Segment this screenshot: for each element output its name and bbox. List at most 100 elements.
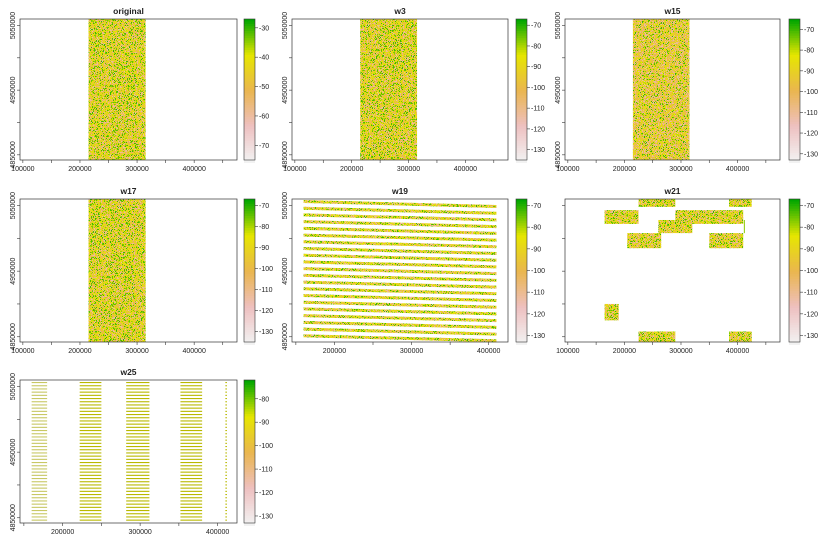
legend-color-step — [244, 38, 255, 42]
legend-color-step — [244, 52, 255, 56]
legend-color-step — [244, 312, 255, 316]
legend-colorbar — [788, 18, 801, 161]
legend-color-step — [244, 42, 255, 46]
raster-dash — [180, 442, 203, 444]
legend-color-step — [244, 438, 255, 442]
legend-color-step — [244, 254, 255, 258]
legend-color-step — [789, 66, 800, 70]
raster-stripe — [303, 220, 497, 229]
legend-color-step — [516, 59, 527, 63]
legend-color-step — [789, 143, 800, 147]
legend-color-step — [244, 26, 255, 30]
x-tick-label: 400000 — [182, 348, 205, 355]
raster-dash — [225, 513, 227, 515]
legend-color-step — [789, 213, 800, 217]
legend-color-step — [789, 281, 800, 285]
x-tick-label: 300000 — [125, 166, 148, 173]
raster-dash — [180, 452, 203, 454]
legend-color-step — [789, 76, 800, 80]
legend-color-step — [789, 235, 800, 239]
legend-color-step — [244, 206, 255, 210]
legend-color-step — [516, 85, 527, 89]
raster-dash — [126, 398, 150, 400]
panel-title: w19 — [391, 186, 408, 196]
raster-dash — [126, 449, 150, 451]
raster-dash — [79, 423, 102, 425]
y-tick-label: 5050000 — [282, 192, 289, 219]
raster-dash — [126, 436, 150, 438]
legend-color-step — [516, 305, 527, 309]
legend-color-step — [789, 315, 800, 319]
legend-color-step — [789, 150, 800, 154]
raster-dash — [225, 510, 227, 512]
legend-color-step — [516, 116, 527, 120]
legend-tick-label: -80 — [804, 225, 814, 232]
raster-dash — [225, 452, 227, 454]
legend-color-step — [244, 33, 255, 37]
raster-dash — [225, 385, 227, 387]
raster-dash — [225, 430, 227, 432]
legend-color-step — [516, 152, 527, 156]
raster-dash — [31, 513, 48, 515]
legend-color-step — [516, 286, 527, 290]
legend-color-step — [244, 102, 255, 106]
raster-block — [709, 233, 744, 249]
raster-dash — [225, 497, 227, 499]
raster-band — [360, 19, 418, 160]
raster-dash — [180, 430, 203, 432]
raster-dash — [225, 439, 227, 441]
legend-color-step — [244, 199, 255, 202]
raster-dash — [31, 458, 48, 460]
legend-color-step — [516, 269, 527, 273]
legend-color-step — [789, 54, 800, 58]
legend-color-step — [516, 33, 527, 37]
legend-color-step — [244, 116, 255, 120]
raster-dash — [126, 471, 150, 473]
legend-color-step — [516, 199, 527, 202]
raster-dash — [180, 487, 203, 489]
legend-color-step — [244, 322, 255, 326]
raster-dash — [180, 500, 203, 502]
raster-dash — [225, 468, 227, 470]
legend-tick-label: -70 — [804, 27, 814, 34]
raster-dash — [126, 414, 150, 416]
legend-color-step — [244, 406, 255, 410]
legend-color-step — [789, 266, 800, 270]
legend-color-step — [516, 138, 527, 142]
legend-color-step — [789, 327, 800, 331]
legend-color-step — [789, 325, 800, 329]
legend-color-step — [789, 78, 800, 82]
raster-dash — [180, 439, 203, 441]
raster-dash — [180, 503, 203, 505]
legend-color-step — [516, 62, 527, 65]
raster-dash — [31, 503, 48, 505]
legend-color-step — [244, 131, 255, 135]
legend-tick-label: -80 — [531, 43, 541, 50]
legend-color-step — [516, 66, 527, 70]
legend-tick-label: -120 — [531, 126, 545, 133]
legend-color-step — [789, 126, 800, 130]
raster-block — [638, 199, 676, 207]
legend-color-step — [516, 73, 527, 77]
legend-color-step — [516, 119, 527, 123]
raster-dash — [79, 417, 102, 419]
legend-color-step — [516, 114, 527, 118]
legend-color-step — [516, 155, 527, 159]
legend-color-step — [244, 452, 255, 456]
legend-color-step — [516, 211, 527, 215]
x-tick-label: 100000 — [283, 166, 306, 173]
y-tick-label: 4850000 — [282, 141, 289, 168]
legend-color-step — [244, 262, 255, 266]
raster-dash — [31, 455, 48, 457]
legend-color-step — [789, 312, 800, 316]
raster-dash — [126, 503, 150, 505]
legend-color-step — [516, 160, 527, 163]
raster-dash — [31, 462, 48, 464]
legend-color-step — [244, 264, 255, 268]
legend-color-step — [789, 211, 800, 215]
raster-dash — [79, 426, 102, 428]
legend-color-step — [789, 109, 800, 113]
raster-stripe — [303, 314, 497, 323]
raster-dash — [126, 462, 150, 464]
legend-color-step — [244, 95, 255, 99]
